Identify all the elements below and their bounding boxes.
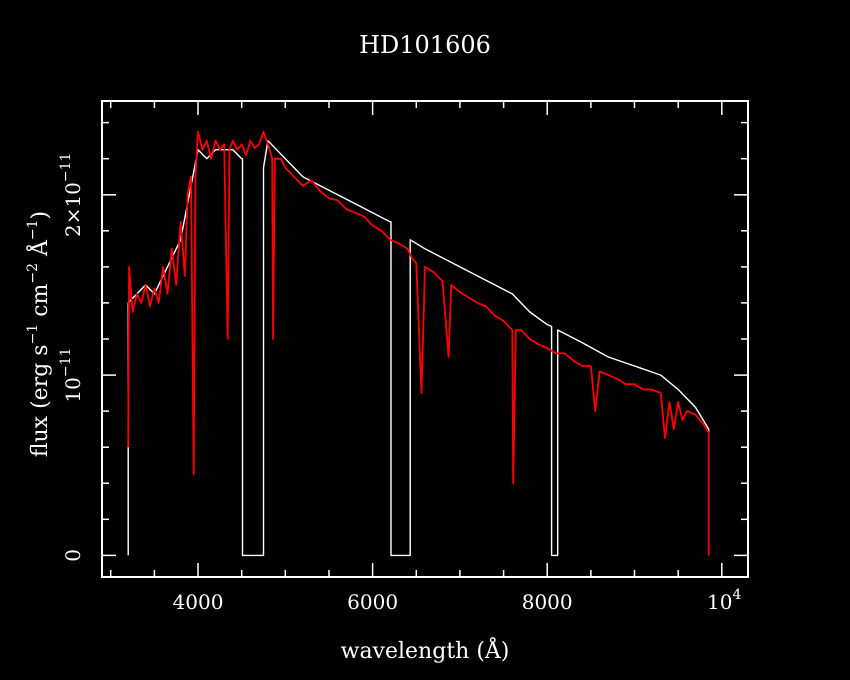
y-tick-labels: 010−112×10−11 xyxy=(58,153,85,562)
x-axis-label: wavelength (Å) xyxy=(341,636,510,664)
y-tick-label-1: 10−11 xyxy=(58,348,85,403)
y-tick-label-1-base: 10 xyxy=(61,377,85,402)
y-tick-label-1-exp: −11 xyxy=(58,348,74,378)
x-tick-label-0: 4000 xyxy=(173,590,224,614)
y-tick-label-2: 2×10−11 xyxy=(58,153,85,237)
y-axis-label: flux (erg s−1 cm−2 Å−1) xyxy=(25,211,53,457)
x-tick-label-1: 6000 xyxy=(347,590,398,614)
x-tick-labels: 4000 6000 8000 xyxy=(173,590,573,614)
y-tick-label-0: 0 xyxy=(61,549,85,562)
axis-ticks xyxy=(102,101,748,577)
series-group xyxy=(127,130,710,557)
y-axis-label-exp3: −1 xyxy=(25,219,41,240)
y-tick-label-2-base: 2×10 xyxy=(61,182,85,237)
series-line-2 xyxy=(127,130,710,556)
y-tick-label-2-exp: −11 xyxy=(58,153,74,183)
y-axis-label-part3: Å xyxy=(25,239,53,263)
y-axis-label-exp2: −2 xyxy=(25,263,41,284)
x-tick-label-last-exp: 4 xyxy=(732,587,741,603)
x-tick-label-last: 104 xyxy=(707,587,741,614)
y-axis-label-part2: cm xyxy=(28,283,53,323)
x-tick-label-last-base: 10 xyxy=(707,590,732,614)
series-line-1 xyxy=(127,140,710,557)
y-axis-label-exp1: −1 xyxy=(25,324,41,345)
chart-title: HD101606 xyxy=(359,31,491,59)
y-axis-label-part1: flux (erg s xyxy=(28,344,53,457)
x-tick-label-2: 8000 xyxy=(522,590,573,614)
y-axis-label-part4: ) xyxy=(28,211,53,220)
